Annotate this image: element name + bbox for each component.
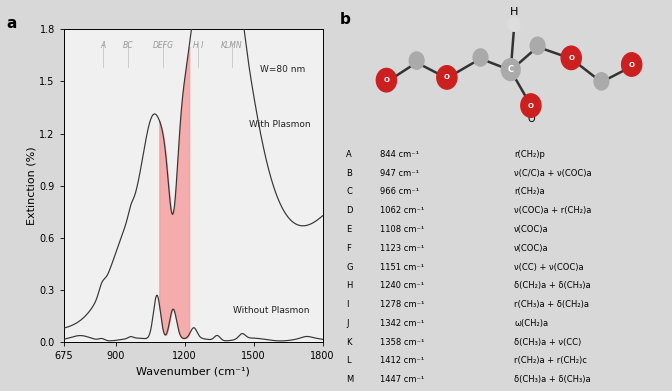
X-axis label: Wavenumber (cm⁻¹): Wavenumber (cm⁻¹) [136,367,250,377]
Text: O: O [629,61,634,68]
Text: ω(CH₂)a: ω(CH₂)a [514,319,548,328]
Text: 1108 cm⁻¹: 1108 cm⁻¹ [380,225,424,234]
Text: KLMN: KLMN [221,41,243,50]
Text: I: I [346,300,349,309]
Text: O: O [527,114,535,124]
Text: B: B [346,169,352,178]
Text: H: H [510,7,518,17]
Text: O: O [444,74,450,81]
Text: 1447 cm⁻¹: 1447 cm⁻¹ [380,375,424,384]
Text: BC: BC [123,41,134,50]
Text: W=80 nm: W=80 nm [261,65,306,74]
Text: r(CH₂)a + r(CH₂)c: r(CH₂)a + r(CH₂)c [514,356,587,366]
Text: 1123 cm⁻¹: 1123 cm⁻¹ [380,244,424,253]
Text: DEFG: DEFG [153,41,173,50]
Text: 1412 cm⁻¹: 1412 cm⁻¹ [380,356,424,366]
Text: 1062 cm⁻¹: 1062 cm⁻¹ [380,206,424,215]
Text: A: A [100,41,106,50]
Text: ν(COC)a: ν(COC)a [514,225,549,234]
Text: 947 cm⁻¹: 947 cm⁻¹ [380,169,419,178]
Text: r(CH₃)a + δ(CH₂)a: r(CH₃)a + δ(CH₂)a [514,300,589,309]
Text: 966 cm⁻¹: 966 cm⁻¹ [380,187,419,197]
Text: a: a [7,16,17,30]
Text: J: J [346,319,349,328]
Text: C: C [507,65,514,74]
Text: ν(COC)a: ν(COC)a [514,244,549,253]
Text: H: H [346,281,352,291]
Text: 1151 cm⁻¹: 1151 cm⁻¹ [380,262,424,272]
Circle shape [501,59,520,81]
Text: 1240 cm⁻¹: 1240 cm⁻¹ [380,281,424,291]
Circle shape [409,52,424,69]
Circle shape [622,53,642,76]
Circle shape [561,46,581,70]
Text: 1342 cm⁻¹: 1342 cm⁻¹ [380,319,424,328]
Text: 1278 cm⁻¹: 1278 cm⁻¹ [380,300,424,309]
Text: ν(CC) + ν(COC)a: ν(CC) + ν(COC)a [514,262,584,272]
Text: C: C [346,187,352,197]
Text: r(CH₂)p: r(CH₂)p [514,150,545,159]
Text: D: D [346,206,353,215]
Text: O: O [569,55,574,61]
Text: δ(CH₃)a + ν(CC): δ(CH₃)a + ν(CC) [514,337,581,347]
Text: With Plasmon: With Plasmon [249,120,310,129]
Text: ν(C/C)a + ν(COC)a: ν(C/C)a + ν(COC)a [514,169,592,178]
Text: 844 cm⁻¹: 844 cm⁻¹ [380,150,419,159]
Text: M: M [346,375,353,384]
Text: L: L [346,356,351,366]
Text: G: G [346,262,353,272]
Circle shape [594,73,609,90]
Text: 1358 cm⁻¹: 1358 cm⁻¹ [380,337,424,347]
Circle shape [530,37,545,54]
Text: O: O [528,102,534,109]
Text: H I: H I [193,41,204,50]
Text: r(CH₂)a: r(CH₂)a [514,187,545,197]
Text: A: A [346,150,352,159]
Text: K: K [346,337,351,347]
Circle shape [376,68,396,92]
Text: δ(CH₂)a + δ(CH₃)a: δ(CH₂)a + δ(CH₃)a [514,281,591,291]
Circle shape [473,49,488,66]
Text: F: F [346,244,351,253]
Text: O: O [384,77,389,83]
Text: ν(COC)a + r(CH₂)a: ν(COC)a + r(CH₂)a [514,206,591,215]
Text: E: E [346,225,351,234]
Circle shape [521,94,541,117]
Circle shape [437,66,457,89]
Circle shape [508,17,520,31]
Text: b: b [339,12,350,27]
Text: δ(CH₃)a + δ(CH₃)a: δ(CH₃)a + δ(CH₃)a [514,375,591,384]
Y-axis label: Extinction (%): Extinction (%) [27,146,37,225]
Text: Without Plasmon: Without Plasmon [233,306,309,316]
